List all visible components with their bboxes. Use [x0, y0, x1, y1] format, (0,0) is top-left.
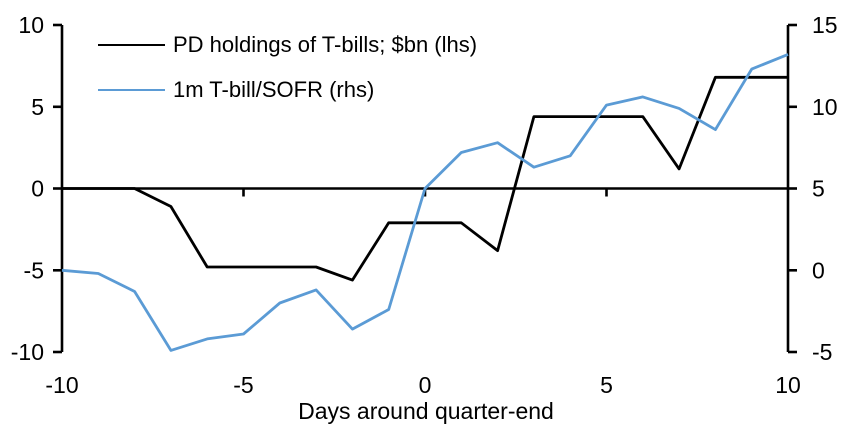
legend-label-tbill-sofr: 1m T-bill/SOFR (rhs)	[173, 77, 375, 102]
x-axis-tick-label: 5	[600, 372, 613, 398]
right-axis-tick-label: 10	[812, 94, 838, 120]
x-axis-tick-label: 10	[775, 372, 801, 398]
legend-line-sample-blue	[98, 89, 165, 91]
x-axis-tick-label: 0	[419, 372, 432, 398]
left-axis-tick-label: -5	[24, 257, 44, 283]
right-axis-tick-label: 15	[812, 12, 838, 38]
legend-line-sample-black	[98, 44, 165, 46]
left-axis-tick-label: 10	[18, 12, 44, 38]
series-line-tbill-sofr	[61, 53, 789, 352]
legend-item-tbill-sofr: 1m T-bill/SOFR (rhs)	[98, 77, 374, 103]
right-axis-tick-label: 5	[812, 176, 825, 202]
left-axis-tick-label: -10	[11, 339, 44, 365]
series-line-pd-holdings	[62, 75, 788, 282]
legend-label-pd-holdings: PD holdings of T-bills; $bn (lhs)	[173, 32, 478, 57]
legend-item-pd-holdings: PD holdings of T-bills; $bn (lhs)	[98, 32, 477, 58]
right-axis-tick-label: 0	[812, 257, 825, 283]
x-axis-title: Days around quarter-end	[298, 398, 554, 424]
left-axis-tick-label: 5	[31, 94, 44, 120]
left-axis-tick-label: 0	[31, 176, 44, 202]
x-axis-tick-label: -10	[45, 372, 78, 398]
right-axis-tick-label: -5	[812, 339, 832, 365]
x-axis-tick-label: -5	[233, 372, 253, 398]
